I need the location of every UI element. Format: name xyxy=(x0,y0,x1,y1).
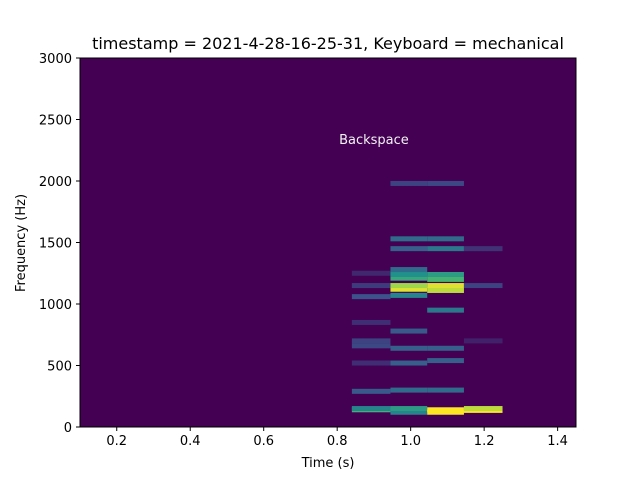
y-tick-label: 1500 xyxy=(39,237,72,252)
x-tick-label: 1.0 xyxy=(400,434,421,449)
chart-title: timestamp = 2021-4-28-16-25-31, Keyboard… xyxy=(92,34,564,53)
spectrogram-band xyxy=(390,286,428,292)
spectrogram-band xyxy=(351,294,391,300)
spectrogram-band xyxy=(351,319,391,325)
spectrogram-band xyxy=(463,406,503,412)
spectrogram-band xyxy=(390,275,428,281)
spectrogram-band xyxy=(351,406,391,412)
spectrogram-band xyxy=(427,307,464,313)
y-axis-label: Frequency (Hz) xyxy=(14,194,29,292)
spectrogram-band xyxy=(351,338,391,344)
spectrogram-band xyxy=(427,287,464,293)
x-tick-label: 1.4 xyxy=(547,434,568,449)
spectrogram-band xyxy=(463,283,503,289)
x-tick-label: 0.6 xyxy=(253,434,274,449)
spectrogram-band xyxy=(390,271,428,277)
spectrogram-band xyxy=(427,180,464,186)
axes: 0.2 0.4 0.6 0.8 1.0 1.2 1.4 0 500 1000 1500 2000 250… xyxy=(39,52,577,449)
x-tick-label: 1.2 xyxy=(474,434,495,449)
spectrogram-band xyxy=(351,283,391,289)
spectrogram-band xyxy=(390,360,428,366)
spectrogram-band xyxy=(351,343,391,349)
x-axis-label: Time (s) xyxy=(301,456,355,471)
spectrogram-band xyxy=(390,292,428,298)
y-tick-label: 2500 xyxy=(39,114,72,129)
annotation-backspace: Backspace xyxy=(339,133,409,148)
y-tick-label: 2000 xyxy=(39,175,72,190)
spectrogram-band xyxy=(390,283,428,289)
spectrogram-band xyxy=(427,358,464,364)
y-tick-label: 500 xyxy=(47,360,72,375)
y-tick-label: 3000 xyxy=(39,52,72,67)
spectrogram-band xyxy=(463,246,503,252)
spectrogram-band xyxy=(427,283,464,289)
spectrogram-band xyxy=(427,407,464,413)
plot-background xyxy=(80,58,576,427)
spectrogram-band xyxy=(390,328,428,334)
y-tick-label: 1000 xyxy=(39,298,72,313)
x-tick-label: 0.2 xyxy=(106,434,127,449)
spectrogram-band xyxy=(390,236,428,242)
spectrogram-band xyxy=(390,409,428,415)
spectrogram-band xyxy=(351,360,391,366)
spectrogram-band xyxy=(427,276,464,282)
spectrogram-band xyxy=(390,387,428,393)
spectrogram-band xyxy=(351,388,391,394)
spectrogram-band xyxy=(427,345,464,351)
spectrogram-band xyxy=(427,236,464,242)
spectrogram-band xyxy=(390,246,428,252)
spectrogram-band xyxy=(427,271,464,277)
spectrogram-band xyxy=(390,267,428,273)
spectrogram-band xyxy=(427,387,464,393)
spectrogram-band xyxy=(427,246,464,252)
spectrogram-band xyxy=(351,270,391,276)
y-tick-label: 0 xyxy=(64,421,72,436)
spectrogram-band xyxy=(390,180,428,186)
x-tick-label: 0.4 xyxy=(180,434,201,449)
spectrogram-band xyxy=(463,338,503,344)
x-tick-label: 0.8 xyxy=(327,434,348,449)
plot-area xyxy=(80,58,576,427)
spectrogram-band xyxy=(390,406,428,412)
spectrogram-band xyxy=(390,345,428,351)
